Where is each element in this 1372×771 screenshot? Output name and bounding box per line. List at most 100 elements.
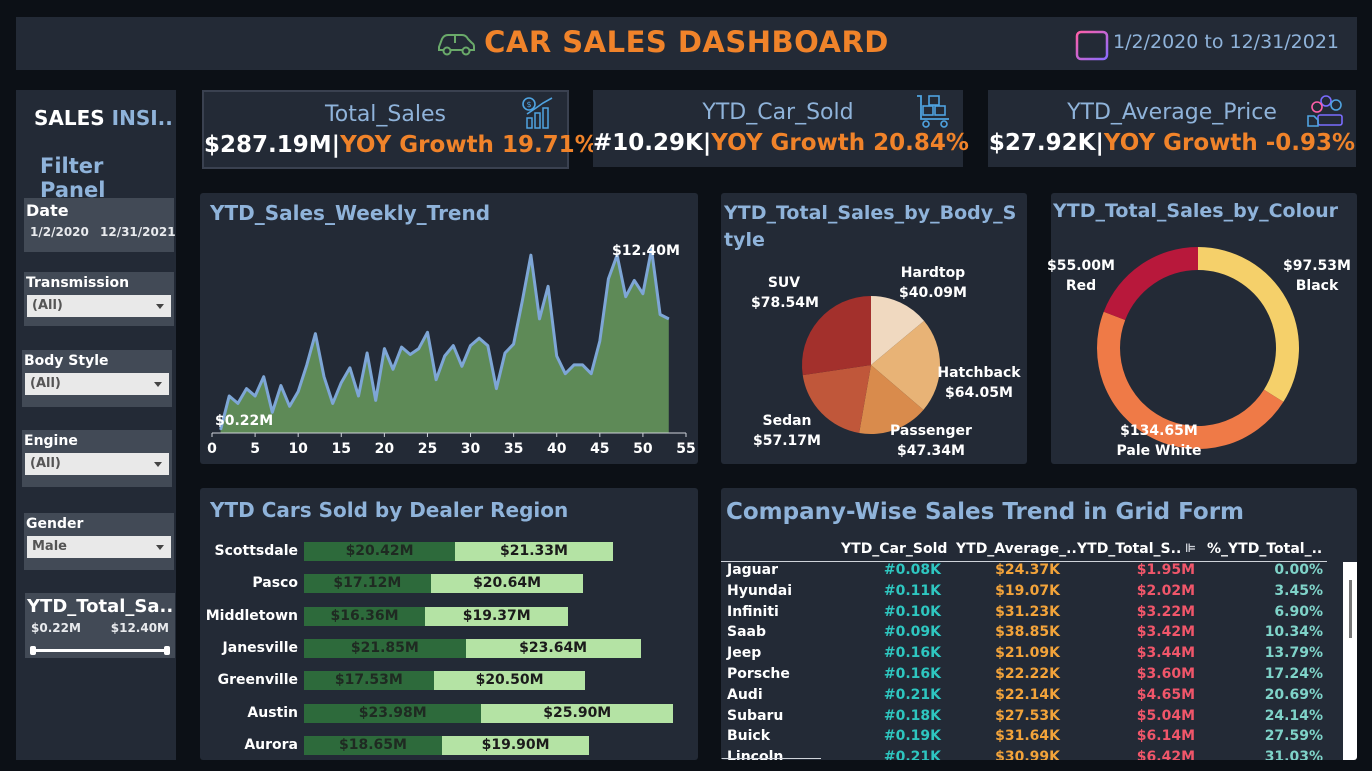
date-range: 1/2/2020 to 12/31/2021 <box>1113 31 1339 53</box>
grid-cell-value: $27.53K <box>995 707 1060 724</box>
weekly-trend-panel: YTD_Sales_Weekly_Trend 0 5 10 15 20 25 30 35 40 4… <box>200 193 698 464</box>
region-bar-previous: $17.53M <box>304 671 434 691</box>
grid-row[interactable]: Lincoln #0.21K $30.99K $6.42M 31.03% <box>721 749 1327 760</box>
region-bar-previous: $20.42M <box>304 542 456 561</box>
trend-point <box>651 248 653 250</box>
range-slider-track[interactable] <box>33 649 167 652</box>
trend-point <box>530 254 532 256</box>
trend-point <box>444 355 446 357</box>
grid-cell-company: Jeep <box>727 645 762 662</box>
trend-point <box>237 402 239 404</box>
region-name: Middletown <box>205 607 298 624</box>
slider-max-value: $12.40M <box>110 621 169 635</box>
grid-row[interactable]: Jeep #0.16K $21.09K $3.44M 13.79% <box>721 645 1327 666</box>
trend-point <box>314 333 316 335</box>
x-tick-label: 0 <box>207 441 217 457</box>
date-start[interactable]: 1/2/2020 <box>30 225 89 239</box>
grid-row[interactable]: Audi #0.21K $22.14K $4.65M 20.69% <box>721 687 1327 708</box>
grid-cell-value: $3.22M <box>1136 603 1195 620</box>
body-style-filter: Body Style (All) <box>22 350 172 407</box>
trend-point <box>590 373 592 375</box>
region-name: Janesville <box>222 639 298 656</box>
grid-cell-company: Audi <box>727 686 763 703</box>
gender-filter: Gender Male <box>24 513 174 570</box>
grid-row[interactable]: Subaru #0.18K $27.53K $5.04M 24.14% <box>721 708 1327 729</box>
range-slider-handle-min[interactable] <box>30 646 36 655</box>
trend-point <box>418 348 420 350</box>
donut-slice-red <box>1103 247 1198 320</box>
pie-label-hardtop: Hardtop $40.09M <box>899 265 967 301</box>
grid-cell-value: $3.44M <box>1136 645 1195 662</box>
col-header-cars-sold[interactable]: YTD_Car_Sold <box>841 541 948 557</box>
trend-point <box>487 345 489 347</box>
grid-row[interactable]: Hyundai #0.11K $19.07K $2.02M 3.45% <box>721 583 1327 604</box>
trend-point <box>254 395 256 397</box>
filter-sidebar: SALES INSI.. Filter Panel Date 1/2/2020 … <box>16 90 176 760</box>
body-style-select[interactable]: (All) <box>25 373 169 395</box>
grid-row[interactable]: Jaguar #0.08K $24.37K $1.95M 0.00% <box>721 562 1327 583</box>
region-name: Austin <box>247 704 298 721</box>
trend-point <box>625 296 627 298</box>
grid-cell-value: $19.07K <box>995 582 1060 599</box>
sales-growth-icon: $ <box>522 97 553 129</box>
colour-title: YTD_Total_Sales_by_Colour <box>1053 200 1339 222</box>
pie-label-suv: SUV $78.54M <box>751 275 819 311</box>
engine-select[interactable]: (All) <box>25 453 169 475</box>
donut-slice-pale-white <box>1097 311 1284 450</box>
grid-cell-company: Hyundai <box>727 582 793 599</box>
donut-label-pale-white: $134.65M Pale White <box>1116 423 1202 459</box>
region-row: Janesville $21.85M $23.64M <box>200 638 698 659</box>
transmission-filter: Transmission (All) <box>24 272 174 326</box>
gender-select[interactable]: Male <box>27 536 171 558</box>
grid-cell-company: Saab <box>727 624 766 641</box>
grid-cell-value: 10.34% <box>1264 624 1323 641</box>
donut-label-black: $97.53M Black <box>1283 258 1351 294</box>
grid-cell-value: $31.64K <box>995 728 1060 745</box>
pie-slice-hatchback <box>871 320 940 410</box>
x-tick-label: 45 <box>590 441 609 457</box>
range-slider-handle-max[interactable] <box>164 646 170 655</box>
car-icon <box>438 34 475 56</box>
col-header-pct-total[interactable]: %_YTD_Total_.. <box>1207 541 1323 557</box>
region-bar-current: $23.64M <box>465 638 641 658</box>
grid-row[interactable]: Infiniti #0.10K $31.23K $3.22M 6.90% <box>721 604 1327 625</box>
kpi-total-sales: Total_Sales $287.19M|YOY Growth 19.71% $ <box>202 90 598 169</box>
engine-filter: Engine (All) <box>22 430 172 487</box>
trend-point <box>375 399 377 401</box>
x-tick-label: 5 <box>250 441 260 457</box>
trend-point <box>280 385 282 387</box>
grid-cell-value: $3.42M <box>1136 624 1195 641</box>
trend-point <box>426 331 428 333</box>
sort-icon[interactable]: ⊫ <box>1185 541 1196 555</box>
trend-point <box>271 411 273 413</box>
boxes-cart-icon <box>917 95 949 128</box>
region-row: Greenville $17.53M $20.50M <box>200 671 698 691</box>
kpi-ytd-car-sold: YTD_Car_Sold #10.29K|YOY Growth 20.84% <box>593 90 969 167</box>
trend-point <box>556 355 558 357</box>
trend-point <box>245 388 247 390</box>
body-style-panel: YTD_Total_Sales_by_Body_Style SUV $78.54M… <box>721 193 1027 464</box>
grid-row[interactable]: Porsche #0.16K $22.22K $3.60M 17.24% <box>721 666 1327 687</box>
trend-point <box>599 340 601 342</box>
grid-row[interactable]: Buick #0.19K $31.64K $6.14M 27.59% <box>721 728 1327 749</box>
grid-row[interactable]: Saab #0.09K $38.85K $3.42M 10.34% <box>721 624 1327 645</box>
trend-point <box>452 345 454 347</box>
trend-point <box>409 353 411 355</box>
grid-cell-value: 0.00% <box>1274 562 1323 578</box>
trend-point <box>383 348 385 350</box>
grid-scrollbar-thumb[interactable] <box>1349 580 1352 638</box>
grid-scrollbar[interactable] <box>1343 562 1357 760</box>
col-header-avg-price[interactable]: YTD_Average_.. <box>956 541 1077 557</box>
date-end[interactable]: 12/31/2021 <box>100 225 176 239</box>
col-header-total-sales[interactable]: YTD_Total_S.. <box>1077 541 1182 557</box>
trend-point <box>668 318 670 320</box>
grid-cell-value: 31.03% <box>1264 749 1323 760</box>
transmission-select[interactable]: (All) <box>27 295 171 317</box>
trend-point <box>401 346 403 348</box>
region-row: Middletown $16.36M $19.37M <box>200 606 698 627</box>
date-filter[interactable]: Date 1/2/2020 12/31/2021 <box>24 198 176 252</box>
trend-point <box>461 365 463 367</box>
trend-point <box>478 337 480 339</box>
trend-point <box>366 352 368 354</box>
x-tick-label: 50 <box>633 441 653 457</box>
